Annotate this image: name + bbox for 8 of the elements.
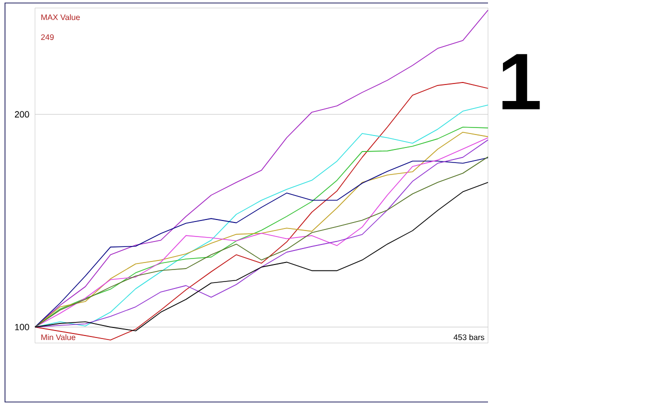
annotation: MAX Value [41, 14, 80, 20]
annotation: Min Value [41, 334, 76, 340]
line-series [34, 182, 488, 332]
text: 1 [502, 54, 540, 110]
y-tick-label: 100 [15, 324, 30, 330]
annotation: 453 bars [454, 334, 484, 340]
annotation: 249 [41, 34, 54, 40]
y-tick-label: 200 [14, 111, 30, 118]
